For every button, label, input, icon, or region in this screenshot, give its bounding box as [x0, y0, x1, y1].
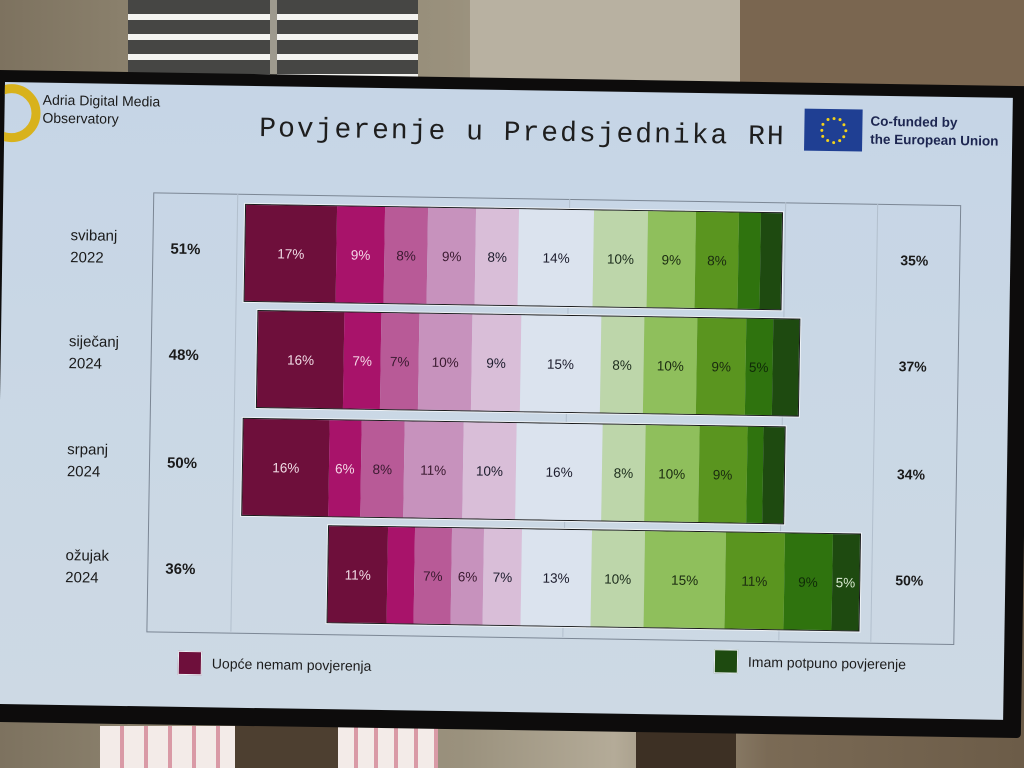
bar-segment: 10% — [592, 210, 648, 308]
bar-segment: 9% — [426, 207, 477, 305]
row-label: srpanj 2024 — [66, 441, 109, 481]
bar-segment: 9% — [646, 211, 697, 308]
legend-item-high: Imam potpuno povjerenje — [713, 649, 907, 676]
chart-row: svibanj 2022 51% 35% 17% 9% 8% 9% 8% 14% 10% 9% 8% — [2, 200, 1011, 314]
bar-segment: 10% — [590, 530, 646, 628]
bar-segment — [737, 212, 761, 309]
eu-star-icon — [837, 118, 842, 122]
distrust-total: 36% — [165, 560, 196, 579]
bar-segment: 8% — [475, 208, 520, 306]
chart-row: ožujak 2024 36% 50% 11% 7% 6% 7% 13% 10% 15% 11% 9% 5… — [0, 520, 1006, 634]
legend-swatch-high — [713, 649, 739, 674]
distrust-total: 48% — [168, 346, 199, 365]
eu-star-icon — [837, 139, 841, 143]
trust-total: 34% — [896, 466, 926, 483]
trust-total: 37% — [898, 358, 927, 375]
trust-total: 35% — [900, 252, 929, 269]
row-label: ožujak 2024 — [65, 547, 110, 587]
legend-item-low: Uopće nemam povjerenja — [177, 650, 372, 678]
tv-display: Adria Digital Media Observatory Povjeren… — [0, 69, 1024, 739]
stacked-bar: 16% 7% 7% 10% 9% 15% 8% 10% 9% 5% — [255, 310, 801, 417]
legend-label-low: Uopće nemam povjerenja — [211, 655, 372, 674]
bar-segment: 6% — [327, 420, 362, 517]
bar-segment — [759, 212, 782, 310]
chart-row: siječanj 2024 48% 37% 16% 7% 7% 10% 9% 15% 8% 10% 9%… — [0, 306, 1009, 420]
bar-segment: 5% — [831, 534, 860, 631]
trust-total: 50% — [895, 572, 924, 589]
bar-segment: 6% — [450, 528, 485, 625]
bar-segment — [762, 427, 785, 524]
eu-star-icon — [832, 116, 836, 120]
bar-segment: 10% — [644, 425, 700, 522]
bar-segment: 8% — [360, 420, 405, 518]
presentation-slide: Adria Digital Media Observatory Povjeren… — [0, 82, 1013, 720]
bar-segment: 7% — [380, 313, 420, 410]
chart-row: srpanj 2024 50% 34% 16% 6% 8% 11% 10% 16% 8% 10% 9% — [0, 414, 1008, 528]
eu-star-icon — [821, 134, 825, 138]
eu-star-icon — [831, 140, 835, 144]
stacked-bar: 17% 9% 8% 9% 8% 14% 10% 9% 8% — [243, 203, 783, 311]
bar-segment: 8% — [694, 211, 740, 309]
bar-segment: 10% — [461, 422, 518, 520]
bar-segment — [386, 527, 415, 624]
bar-segment: 13% — [520, 529, 592, 627]
organization-name: Adria Digital Media Observatory — [42, 91, 161, 127]
bar-segment: 11% — [402, 421, 464, 519]
legend-label-high: Imam potpuno povjerenje — [747, 653, 907, 673]
eu-flag-icon — [804, 108, 863, 152]
eu-star-icon — [825, 138, 829, 142]
row-label: siječanj 2024 — [68, 333, 120, 373]
stacked-bar: 11% 7% 6% 7% 13% 10% 15% 11% 9% 5% — [326, 525, 861, 632]
bar-segment: 9% — [783, 533, 833, 631]
bar-segment: 16% — [515, 423, 603, 521]
slide-title: Povjerenje u Predsjednika RH — [259, 114, 786, 154]
background-window-frame — [270, 0, 277, 92]
eu-star-icon — [842, 134, 846, 138]
bar-segment: 7% — [413, 527, 453, 625]
stacked-bar: 16% 6% 8% 11% 10% 16% 8% 10% 9% — [241, 417, 786, 525]
bar-segment: 8% — [601, 424, 646, 522]
background-window — [100, 726, 235, 768]
eu-star-icon — [842, 122, 846, 126]
bar-segment: 5% — [744, 318, 773, 416]
bar-segment — [745, 426, 764, 524]
eu-star-icon — [821, 122, 825, 126]
eu-funding-label: Co-funded by the European Union — [870, 113, 999, 149]
bar-segment: 16% — [242, 418, 330, 517]
distrust-total: 50% — [166, 454, 198, 473]
bar-segment: 8% — [383, 207, 429, 304]
bar-segment: 9% — [696, 317, 747, 415]
bar-segment: 10% — [642, 317, 698, 414]
bar-segment: 16% — [256, 311, 345, 409]
bar-segment: 9% — [335, 206, 386, 304]
legend-swatch-low — [177, 650, 203, 676]
adria-logo-icon — [0, 83, 41, 143]
bar-segment: 9% — [471, 314, 522, 412]
bar-segment: 9% — [697, 426, 748, 523]
bar-segment: 8% — [599, 316, 645, 414]
eu-star-icon — [825, 118, 830, 122]
bar-segment: 7% — [342, 312, 382, 409]
eu-star-icon — [819, 128, 823, 132]
bar-segment — [771, 319, 800, 416]
bar-segment: 10% — [417, 313, 473, 411]
eu-star-icon — [843, 128, 847, 132]
bar-segment: 11% — [327, 526, 389, 624]
bar-segment: 7% — [482, 528, 522, 626]
bar-segment: 15% — [519, 315, 602, 413]
bar-segment: 15% — [643, 531, 726, 629]
bar-segment: 17% — [244, 204, 338, 303]
bar-segment: 14% — [517, 209, 595, 307]
distrust-total: 51% — [170, 240, 201, 259]
bar-segment: 11% — [724, 532, 785, 630]
row-label: svibanj 2022 — [70, 227, 118, 267]
background-window — [338, 722, 438, 768]
